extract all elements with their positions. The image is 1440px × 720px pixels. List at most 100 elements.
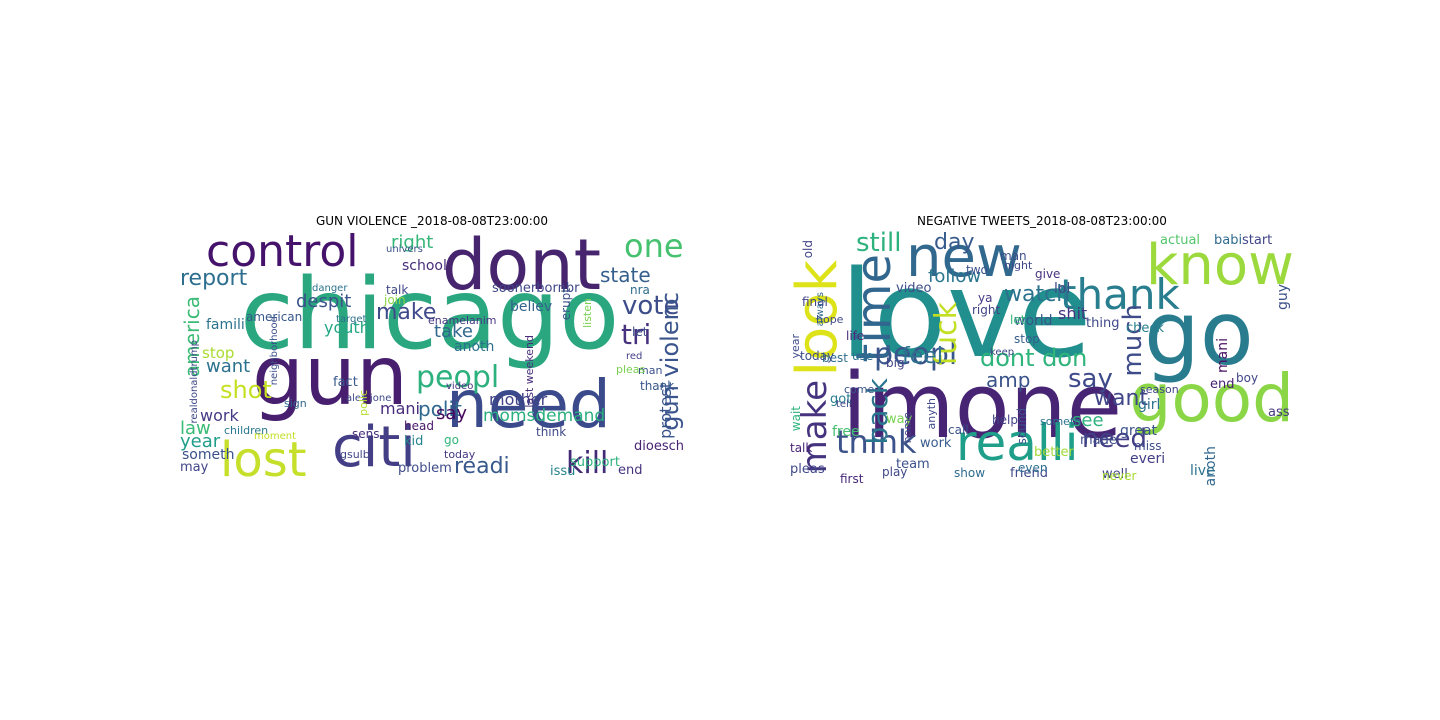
cloud-word: believ	[510, 299, 553, 315]
cloud-word: start	[1242, 233, 1273, 248]
cloud-word: work	[200, 406, 239, 425]
cloud-word: check	[1126, 321, 1165, 336]
cloud-word: dont don	[980, 344, 1088, 372]
cloud-word: best	[822, 351, 848, 365]
cloud-word: dont	[442, 230, 602, 306]
cloud-word: thank	[640, 379, 675, 393]
cloud-word: talk	[790, 441, 813, 455]
cloud-word: sens	[352, 427, 380, 441]
cloud-word: polit	[418, 397, 462, 421]
cloud-word: man	[638, 364, 663, 377]
cloud-word: show	[954, 466, 986, 480]
cloud-word: say	[1068, 364, 1113, 394]
cloud-word: final	[802, 295, 828, 309]
cloud-word: great	[1120, 423, 1158, 439]
cloud-word: school	[402, 258, 447, 274]
cloud-word: come	[844, 383, 875, 396]
cloud-word: well	[1102, 467, 1128, 482]
cloud-word: right	[972, 303, 1001, 317]
cloud-word: want	[1094, 386, 1149, 411]
gun-violence-word-cloud: chicago dont need control gun citi lost peopl on…	[180, 230, 684, 486]
cloud-word: gun	[252, 329, 408, 424]
cloud-word: boy	[1236, 371, 1259, 385]
cloud-word: target	[336, 314, 367, 325]
cloud-word: let	[632, 325, 648, 339]
negative-tweets-word-cloud: love go imone know good new realli look thank tim…	[790, 230, 1294, 486]
cloud-word: join	[384, 293, 406, 307]
cloud-word: danger	[312, 283, 348, 294]
cloud-word: law	[180, 418, 211, 439]
cloud-word: shit	[1058, 304, 1088, 323]
cloud-word: video	[446, 381, 474, 392]
cloud-word: amp	[986, 368, 1031, 392]
cloud-word: thank	[1060, 270, 1180, 319]
cloud-word: follow	[928, 266, 982, 287]
cloud-word: wait	[790, 406, 803, 432]
cloud-word: thing	[1086, 316, 1120, 331]
cloud-word: free	[832, 424, 860, 440]
cloud-word: today	[444, 448, 476, 461]
cloud-word: polic	[357, 390, 370, 416]
cloud-word: citi	[332, 415, 416, 480]
cloud-word: anyth	[925, 398, 938, 430]
cloud-word: love	[840, 246, 1092, 385]
cloud-word: much	[1118, 304, 1148, 377]
cloud-word: keep	[990, 347, 1015, 358]
cloud-word: everi	[1130, 451, 1166, 467]
cloud-word: readi	[454, 454, 510, 479]
cloud-word: season	[1140, 383, 1179, 396]
cloud-word: realdonaldtrump	[189, 340, 200, 424]
cloud-word: children	[224, 424, 269, 437]
cloud-word: go	[444, 433, 459, 447]
cloud-word: fact	[333, 375, 358, 390]
cloud-word: two	[966, 263, 988, 277]
cloud-word: babi	[1214, 233, 1243, 248]
cloud-word: right	[391, 232, 434, 253]
cloud-word: peopl	[416, 360, 500, 395]
cloud-word: mani	[1215, 338, 1231, 373]
cloud-word: make	[376, 300, 437, 325]
cloud-word: anoth	[454, 339, 495, 355]
cloud-word: state	[600, 263, 651, 287]
cloud-word: still	[856, 230, 902, 258]
cloud-word: work	[920, 436, 952, 451]
cloud-word: go	[1144, 282, 1254, 385]
right-panel-title: NEGATIVE TWEETS_2018-08-08T23:00:00	[917, 214, 1167, 228]
cloud-word: gsulb	[340, 448, 370, 461]
cloud-word: chicago	[240, 258, 620, 372]
cloud-word: someth	[182, 447, 235, 463]
cloud-word: tell	[836, 399, 852, 410]
cloud-word: know	[1146, 233, 1294, 298]
cloud-word: give	[1035, 267, 1061, 281]
cloud-word: say	[436, 403, 468, 424]
cloud-word: always	[815, 292, 826, 327]
cloud-word: erupt	[559, 288, 573, 321]
cloud-word: miss	[1134, 439, 1162, 453]
cloud-word: man	[1000, 249, 1027, 263]
cloud-word: realli	[956, 414, 1079, 472]
cloud-word: univers	[386, 244, 423, 255]
cloud-word: think	[836, 423, 917, 461]
cloud-word: see	[1072, 410, 1104, 431]
cloud-word: ya	[978, 291, 993, 305]
cloud-word: need	[446, 366, 611, 443]
cloud-word: alex jone	[346, 393, 392, 404]
cloud-word: shot	[220, 376, 272, 404]
cloud-word: night	[1004, 259, 1033, 272]
cloud-word: neighborhood	[269, 316, 280, 386]
cloud-word: video	[896, 281, 932, 296]
cloud-word: pleas	[616, 363, 646, 376]
cloud-word: big	[886, 356, 905, 370]
cloud-word: tri	[621, 318, 652, 351]
cloud-word: year	[790, 334, 802, 359]
cloud-word: famili	[206, 317, 245, 333]
cloud-word: kill	[566, 446, 609, 481]
cloud-word: one	[624, 230, 684, 265]
cloud-word: enamelanim	[428, 314, 497, 327]
cloud-word: pleas	[790, 462, 825, 477]
cloud-word: girl	[1138, 397, 1161, 413]
cloud-word: watch	[1004, 282, 1071, 307]
cloud-word: take	[434, 321, 473, 342]
cloud-word: never	[1102, 469, 1137, 483]
cloud-word: soonerbornbr	[492, 281, 580, 296]
